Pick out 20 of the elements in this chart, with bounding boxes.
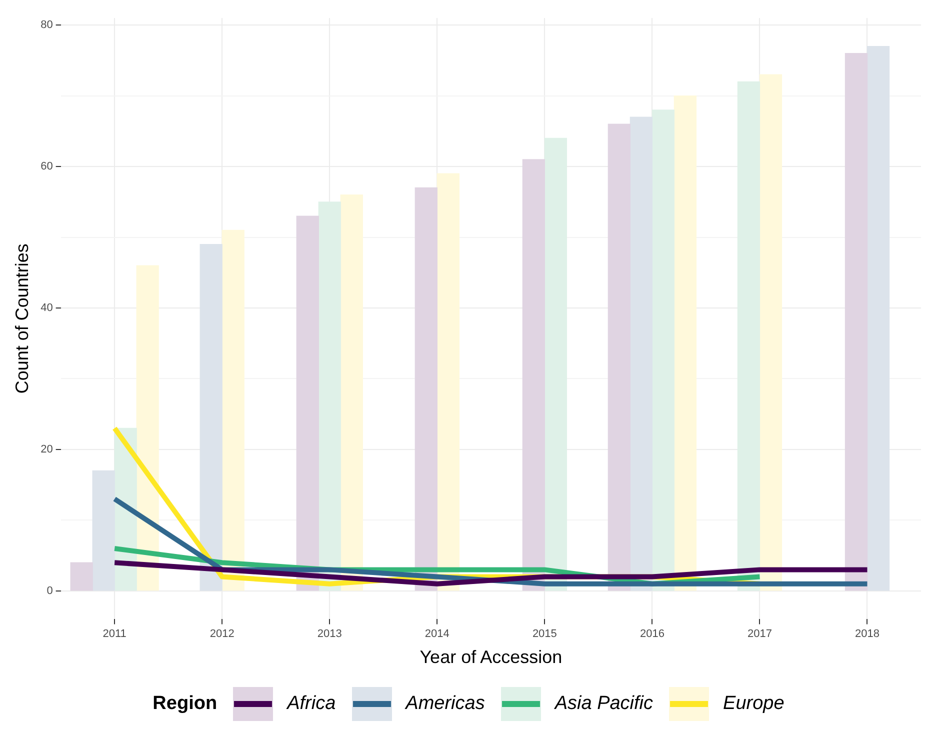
x-tick-label: 2017 [747,628,772,640]
x-tick-label: 2015 [532,628,557,640]
x-tick-label: 2018 [854,628,880,640]
x-tick-label: 2016 [640,628,664,640]
y-tick-label: 0 [46,584,53,597]
y-tick-label: 40 [40,302,53,314]
legend-label: Africa [287,693,336,715]
legend-label: Asia Pacific [554,693,654,715]
x-tick-label: 2013 [317,628,342,640]
y-tick-label: 80 [40,19,53,32]
legend-title: Region [152,693,218,715]
legend-label: Americas [406,693,485,715]
y-tick-label: 20 [40,443,53,456]
legend-label: Europe [723,693,784,715]
y-axis-title: Count of Countries [12,244,32,394]
x-tick-label: 2014 [424,628,450,640]
y-tick-label: 60 [40,160,53,173]
x-tick-label: 2011 [102,628,126,640]
x-tick-label: 2012 [210,628,234,640]
x-axis-title: Year of Accession [420,647,562,668]
